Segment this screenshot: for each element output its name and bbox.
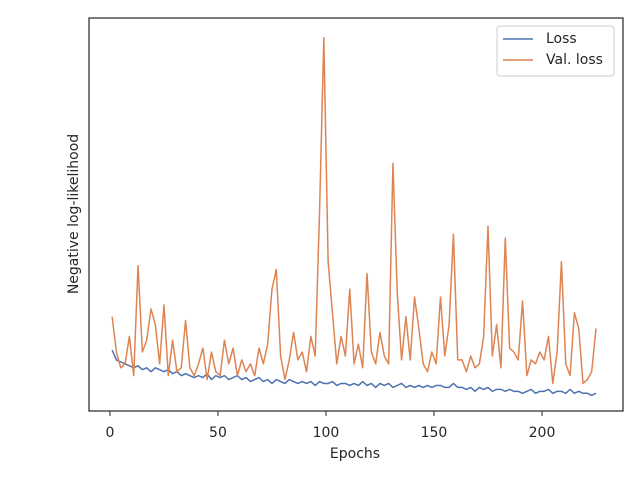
y-axis-label: Negative log-likelihood [66, 134, 82, 294]
x-tick-label: 0 [105, 425, 114, 441]
x-tick-label: 150 [421, 425, 448, 441]
legend-label: Val. loss [546, 52, 603, 68]
series-line [111, 349, 597, 397]
plot-frame [88, 17, 624, 412]
x-tick-label: 100 [313, 425, 340, 441]
x-tick-label: 50 [209, 425, 227, 441]
series-line [111, 36, 597, 385]
legend-label: Loss [546, 31, 577, 47]
x-tick-label: 200 [529, 425, 556, 441]
x-axis-label: Epochs [330, 446, 380, 462]
